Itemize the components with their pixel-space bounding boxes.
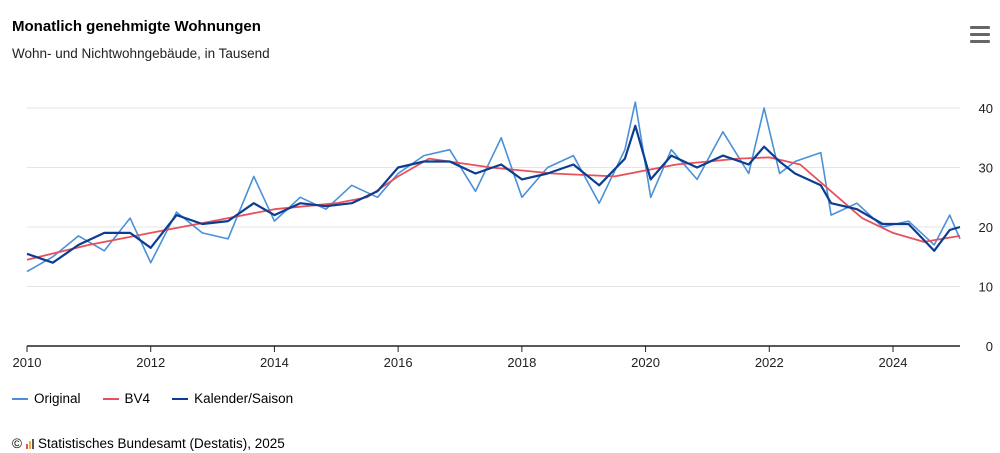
series-line-original: [26, 101, 961, 273]
x-tick-label: 2022: [755, 355, 784, 370]
x-tick-label: 2024: [879, 355, 908, 370]
y-tick-label: 30: [979, 161, 993, 176]
legend-swatch: [102, 397, 119, 400]
legend-label: BV4: [124, 391, 151, 406]
legend: Original BV4 Kalender/Saison: [12, 391, 293, 406]
copyright-symbol: ©: [12, 436, 22, 451]
y-tick-label: 20: [979, 220, 993, 235]
hamburger-menu-icon[interactable]: [970, 26, 990, 44]
legend-swatch: [12, 397, 28, 400]
y-tick-label: 10: [979, 280, 993, 295]
x-tick-label: 2010: [13, 355, 42, 370]
destatis-logo-icon: [25, 438, 34, 449]
series-line-bv4: [26, 156, 961, 261]
legend-label: Original: [34, 391, 81, 406]
legend-item-kalender-saison[interactable]: Kalender/Saison: [172, 391, 293, 406]
source-text: Statistisches Bundesamt (Destatis), 2025: [37, 436, 285, 451]
legend-item-original[interactable]: Original: [12, 391, 81, 406]
chart-title: Monatlich genehmigte Wohnungen: [12, 18, 261, 35]
series-line-kalender-saison: [26, 124, 961, 264]
source-credit: © Statistisches Bundesamt (Destatis), 20…: [12, 436, 285, 451]
x-tick-label: 2012: [136, 355, 165, 370]
legend-item-bv4[interactable]: BV4: [102, 391, 151, 406]
chart-subtitle: Wohn- und Nichtwohngebäude, in Tausend: [12, 46, 270, 61]
x-tick-label: 2016: [384, 355, 413, 370]
x-tick-label: 2020: [631, 355, 660, 370]
y-tick-label: 0: [986, 339, 993, 354]
y-tick-label: 40: [979, 101, 993, 116]
x-tick-label: 2018: [507, 355, 536, 370]
line-chart: 0 10 20 30 40 2010 2012 2014 2016 2018 2020 2022 20…: [13, 101, 993, 370]
legend-label: Kalender/Saison: [194, 391, 294, 406]
x-tick-label: 2014: [260, 355, 289, 370]
legend-swatch: [172, 397, 189, 400]
